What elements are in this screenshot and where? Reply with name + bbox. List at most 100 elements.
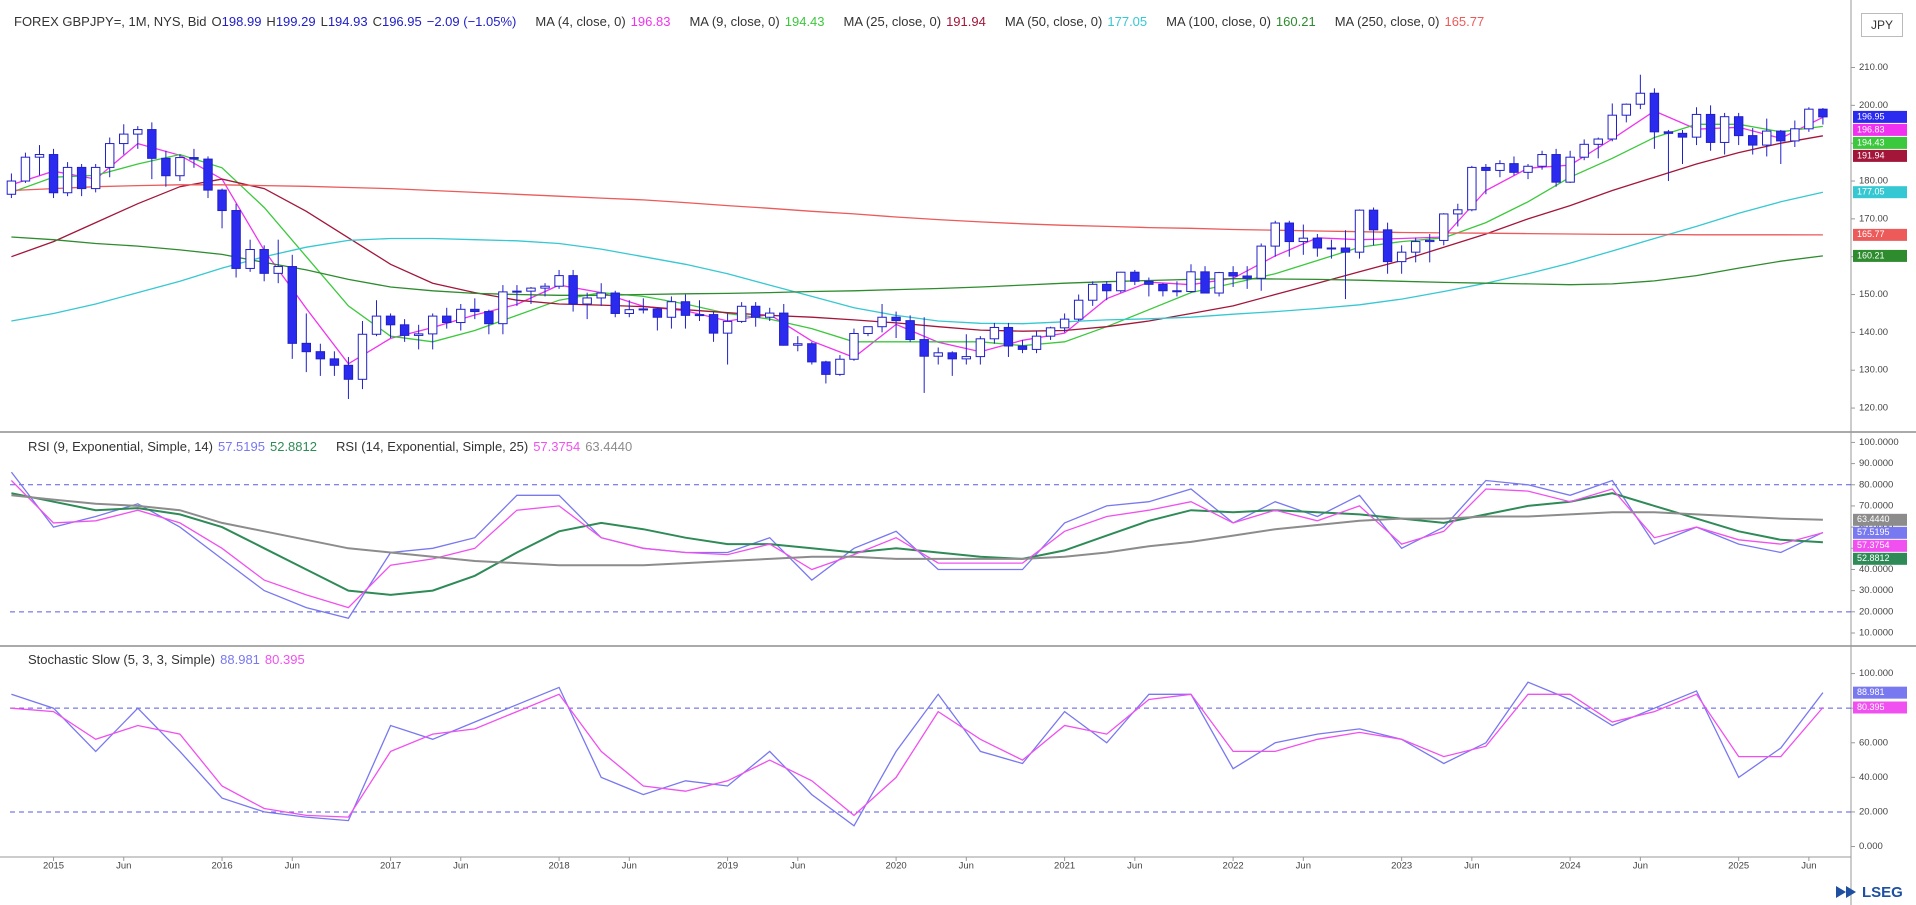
x-tick-label: 2021 [1054, 861, 1075, 872]
candle-body [1439, 213, 1449, 241]
x-tick-label: Jun [790, 861, 805, 872]
x-tick-label: 2020 [886, 861, 907, 872]
brand-logo [1836, 886, 1856, 898]
value-tag-bg [1853, 701, 1907, 714]
legend: FOREX GBPJPY=, 1M, NYS, Bid O198.99 H199.2… [14, 14, 1489, 29]
candle-body [1073, 299, 1084, 320]
candle-body [62, 166, 73, 194]
candle-body [779, 312, 789, 346]
y-tick-label: 180.00 [1859, 176, 1888, 187]
legend-name: RSI (9, Exponential, Simple, 14) [28, 439, 213, 454]
value-tag: 165.77 [1857, 229, 1885, 239]
value-tag-bg [1853, 123, 1907, 136]
x-tick-label: 2018 [548, 861, 569, 872]
x-tick-label: 2024 [1560, 861, 1581, 872]
candle-body [1354, 209, 1365, 253]
y-tick-label: 70.0000 [1859, 500, 1893, 511]
candle-body [217, 189, 227, 212]
candle-body [1453, 209, 1463, 215]
candle-body [1045, 327, 1056, 337]
value-tag-bg [1853, 249, 1907, 262]
candle-body [764, 312, 775, 318]
legend-name: MA (9, close, 0) [689, 14, 780, 29]
value-tag: 196.95 [1857, 111, 1885, 121]
candle-body [427, 315, 438, 335]
ohlc-value: 194.93 [327, 14, 368, 29]
candle-body [231, 210, 241, 269]
legend-value: 194.43 [784, 14, 825, 29]
candle-body [1031, 335, 1042, 350]
candle-body [1579, 143, 1589, 158]
series-line [11, 236, 1823, 296]
value-tag-bg [1853, 686, 1907, 699]
candle-body [1410, 241, 1421, 253]
x-tick-label: Jun [1633, 861, 1648, 872]
y-tick-label: 0.000 [1859, 841, 1883, 852]
x-tick-label: 2016 [211, 861, 232, 872]
series-line [10, 471, 1824, 619]
ohlc-value: 199.29 [275, 14, 316, 29]
candle-body [1551, 154, 1561, 183]
candle-body [624, 309, 634, 314]
candle-body [1382, 229, 1393, 263]
candle-body [652, 308, 663, 318]
legend-value: 80.395 [264, 652, 305, 667]
candle-body [750, 305, 761, 318]
candle-body [1537, 154, 1547, 167]
candle-body [1523, 165, 1533, 173]
candle-body [1495, 163, 1505, 171]
candle-body [1172, 290, 1182, 293]
candle-body [48, 154, 59, 194]
candle-body [540, 285, 550, 289]
legend-value: 63.4440 [585, 439, 633, 454]
x-tick-label: Jun [959, 861, 974, 872]
candle-body [34, 154, 45, 158]
candle-body [835, 358, 845, 375]
candle-body [975, 338, 986, 358]
x-tick-label: Jun [622, 861, 637, 872]
change: −2.09 (−1.05%) [426, 14, 517, 29]
candle-body [1621, 103, 1632, 116]
candle-body [1284, 222, 1295, 243]
candle-body [301, 342, 312, 353]
ohlc-prefix: C [372, 14, 382, 29]
unit-label: JPY [1861, 13, 1903, 37]
legend-name: Stochastic Slow (5, 3, 3, Simple) [28, 652, 216, 667]
candle-body [1326, 247, 1337, 250]
candle-body [470, 308, 480, 313]
legend-value: 165.77 [1444, 14, 1485, 29]
series-line [11, 681, 1824, 827]
candle-body [807, 343, 817, 363]
candle-body [1818, 108, 1828, 118]
candle-body [1607, 114, 1617, 140]
legend-title: FOREX GBPJPY=, 1M, NYS, Bid [14, 14, 207, 29]
candle-body [1228, 272, 1238, 277]
candle-body [20, 156, 31, 182]
candle-body [666, 301, 677, 318]
candle-body [877, 316, 887, 328]
candle-body [1059, 318, 1070, 329]
x-tick-label: Jun [116, 861, 131, 872]
candle-body [905, 320, 915, 341]
x-tick-label: 2015 [43, 861, 64, 872]
candle-body [933, 352, 943, 357]
candle-body [133, 129, 143, 135]
candle-body [343, 364, 354, 380]
y-tick-label: 20.000 [1859, 806, 1888, 817]
x-tick-label: 2019 [717, 861, 738, 872]
candle-body [1214, 272, 1224, 294]
value-tag-bg [1853, 526, 1907, 539]
y-tick-label: 140.00 [1859, 327, 1888, 338]
candle-body [793, 343, 803, 346]
legend-name: MA (25, close, 0) [843, 14, 942, 29]
candle-body [526, 287, 536, 292]
candle-body [1663, 131, 1674, 134]
y-tick-label: 150.00 [1859, 289, 1888, 300]
candle-body [385, 315, 396, 326]
candle-body [1565, 156, 1575, 183]
value-tag: 196.83 [1857, 124, 1885, 134]
series-line [11, 123, 1823, 347]
candle-body [947, 352, 957, 360]
value-tag-bg [1853, 228, 1907, 241]
